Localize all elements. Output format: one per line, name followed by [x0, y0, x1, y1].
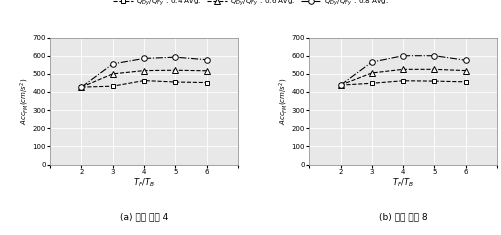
Y-axis label: $Acc_{FM}(cm/s^2)$: $Acc_{FM}(cm/s^2)$ — [278, 77, 290, 125]
Legend: $Q_{Dy}/Q_{Fy}$ : 0.4 Avg., $Q_{Dy}/Q_{Fy}$ : 0.6 Avg., $Q_{Dy}/Q_{Fy}$ : 0.8 Av: $Q_{Dy}/Q_{Fy}$ : 0.4 Avg., $Q_{Dy}/Q_{F… — [112, 0, 389, 8]
Text: (a) 변형 비율 4: (a) 변형 비율 4 — [120, 213, 168, 222]
X-axis label: $T_F/T_B$: $T_F/T_B$ — [133, 176, 155, 188]
Y-axis label: $Acc_{FM}(cm/s^2)$: $Acc_{FM}(cm/s^2)$ — [19, 77, 31, 125]
Text: (b) 변형 비율 8: (b) 변형 비율 8 — [378, 213, 426, 222]
X-axis label: $T_F/T_B$: $T_F/T_B$ — [391, 176, 413, 188]
